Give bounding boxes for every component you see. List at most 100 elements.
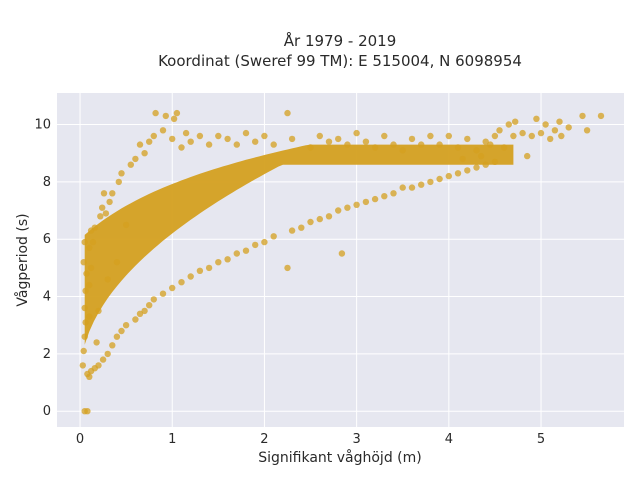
data-point bbox=[362, 198, 370, 206]
data-point bbox=[187, 273, 194, 280]
y-tick-label: 6 bbox=[43, 232, 51, 247]
data-point bbox=[82, 287, 89, 294]
data-point bbox=[86, 373, 93, 380]
data-point bbox=[500, 144, 508, 151]
data-point bbox=[487, 141, 494, 148]
data-point bbox=[408, 184, 416, 191]
data-point bbox=[473, 164, 480, 171]
data-point bbox=[141, 150, 148, 157]
data-point bbox=[390, 190, 397, 197]
data-point bbox=[100, 190, 108, 197]
data-point bbox=[224, 256, 231, 263]
data-point bbox=[399, 184, 406, 191]
data-point bbox=[338, 250, 346, 257]
data-point bbox=[242, 129, 250, 137]
data-point bbox=[408, 135, 416, 143]
y-tick-label: 0 bbox=[43, 404, 51, 419]
data-point bbox=[102, 210, 110, 217]
data-point bbox=[91, 224, 99, 231]
data-point bbox=[284, 109, 291, 117]
data-point bbox=[79, 362, 87, 369]
data-point bbox=[136, 310, 144, 317]
data-point bbox=[583, 127, 591, 134]
data-point bbox=[482, 138, 489, 145]
data-point bbox=[551, 127, 559, 134]
data-point bbox=[353, 201, 360, 208]
data-point bbox=[242, 247, 250, 254]
y-tick-label: 4 bbox=[43, 290, 51, 305]
data-point bbox=[436, 141, 443, 148]
data-point bbox=[146, 138, 153, 145]
data-point bbox=[547, 135, 554, 143]
data-point bbox=[113, 333, 121, 340]
point-cloud bbox=[84, 144, 514, 345]
data-point bbox=[445, 172, 452, 180]
data-point bbox=[162, 112, 169, 120]
data-point bbox=[178, 144, 185, 151]
data-point bbox=[371, 144, 379, 151]
data-point bbox=[95, 307, 102, 315]
y-axis-label: Vågperiod (s) bbox=[14, 213, 31, 306]
data-point bbox=[80, 259, 87, 266]
data-point bbox=[510, 132, 517, 140]
x-tick-label: 0 bbox=[76, 432, 84, 447]
data-point bbox=[87, 264, 95, 272]
data-point bbox=[81, 238, 88, 246]
chart-subtitle: Koordinat (Sweref 99 TM): E 515004, N 60… bbox=[158, 52, 522, 70]
data-point bbox=[127, 161, 134, 168]
data-point bbox=[169, 284, 176, 292]
data-point bbox=[477, 152, 485, 160]
data-point bbox=[95, 362, 102, 369]
data-point bbox=[86, 244, 93, 251]
data-point bbox=[261, 238, 268, 246]
data-point bbox=[418, 181, 425, 188]
tick-labels: 0 1 2 3 4 5 0 2 4 6 8 10 bbox=[34, 118, 545, 447]
data-point bbox=[173, 109, 181, 117]
y-tick-label: 8 bbox=[43, 175, 51, 190]
x-tick-label: 1 bbox=[168, 432, 176, 447]
y-tick-label: 10 bbox=[34, 118, 51, 133]
data-point bbox=[83, 270, 90, 277]
data-point bbox=[335, 135, 342, 143]
data-point bbox=[307, 218, 314, 226]
data-point bbox=[104, 350, 111, 358]
x-tick-label: 5 bbox=[537, 432, 545, 447]
data-point bbox=[524, 152, 531, 160]
x-tick-label: 4 bbox=[445, 432, 453, 447]
data-point bbox=[106, 198, 113, 206]
data-point bbox=[427, 178, 434, 186]
data-point bbox=[233, 250, 240, 257]
data-point bbox=[224, 135, 231, 143]
data-point bbox=[288, 135, 296, 143]
data-point bbox=[353, 129, 360, 137]
data-point bbox=[491, 158, 499, 165]
data-point bbox=[482, 161, 489, 168]
data-point bbox=[362, 138, 370, 145]
data-point bbox=[99, 356, 107, 363]
data-point bbox=[93, 339, 100, 346]
data-point bbox=[99, 204, 106, 211]
data-point bbox=[533, 115, 540, 123]
data-point bbox=[454, 144, 462, 151]
data-point bbox=[528, 132, 535, 140]
data-point bbox=[288, 227, 296, 234]
data-point bbox=[491, 132, 499, 140]
data-point bbox=[89, 238, 97, 246]
data-point bbox=[454, 170, 462, 177]
data-point bbox=[82, 319, 89, 326]
data-point bbox=[284, 264, 291, 272]
data-point bbox=[97, 213, 104, 220]
data-point bbox=[215, 259, 222, 266]
data-point bbox=[115, 178, 123, 186]
x-tick-label: 2 bbox=[260, 432, 268, 447]
data-point bbox=[579, 112, 586, 120]
data-point bbox=[86, 281, 93, 289]
data-point bbox=[558, 132, 565, 140]
data-point bbox=[178, 279, 185, 286]
chart-title: År 1979 - 2019 bbox=[284, 31, 397, 50]
data-point bbox=[118, 170, 125, 177]
data-point bbox=[182, 129, 190, 137]
x-axis-label: Signifikant våghöjd (m) bbox=[258, 449, 421, 466]
